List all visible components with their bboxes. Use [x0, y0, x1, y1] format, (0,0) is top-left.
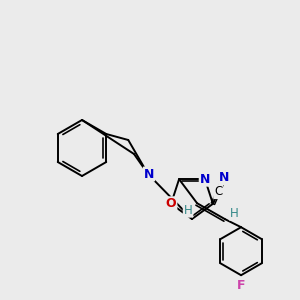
Text: O: O: [166, 197, 176, 210]
Text: H: H: [230, 207, 239, 220]
Text: N: N: [144, 167, 154, 181]
Text: N: N: [200, 173, 210, 186]
Text: F: F: [237, 279, 245, 292]
Text: N: N: [219, 171, 230, 184]
Text: H: H: [184, 204, 192, 217]
Text: C: C: [214, 185, 222, 198]
